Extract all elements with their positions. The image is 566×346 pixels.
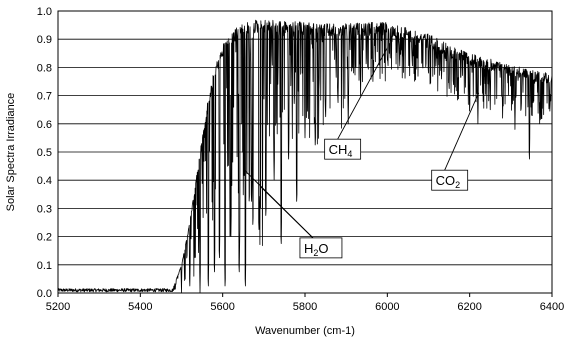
annotation-leader-line <box>259 185 314 239</box>
y-tick-label: 1.0 <box>37 6 52 18</box>
x-tick-label: 6000 <box>375 301 399 313</box>
y-tick-label: 0.7 <box>37 91 52 103</box>
annotation-label: CH4 <box>329 142 353 159</box>
x-tick-label: 5400 <box>128 301 152 313</box>
x-tick-label: 6200 <box>457 301 481 313</box>
y-tick-label: 0.8 <box>37 62 52 74</box>
plot-area <box>57 19 553 294</box>
y-tick-label: 0.0 <box>37 288 52 300</box>
x-tick-label: 6400 <box>540 301 564 313</box>
y-tick-label: 0.4 <box>37 175 52 187</box>
y-tick-label: 0.9 <box>37 34 52 46</box>
y-tick-label: 0.2 <box>37 232 52 244</box>
annotation-leader-line <box>337 47 388 140</box>
tick-labels: 0.0 0.1 0.2 0.3 0.4 0.5 0.6 0.7 0.8 0.9 1.0 5200 540… <box>37 6 565 313</box>
x-tick-label: 5200 <box>46 301 70 313</box>
spectrum-line <box>57 19 553 294</box>
x-tick-label: 5800 <box>293 301 317 313</box>
annotations: CH4 CO2 H2O <box>242 47 480 259</box>
annotation-box <box>299 237 343 259</box>
x-axis-label: Wavenumber (cm-1) <box>255 325 355 337</box>
x-tick-label: 5600 <box>210 301 234 313</box>
annotation-box <box>324 138 362 160</box>
y-tick-label: 0.6 <box>37 119 52 131</box>
annotation-leader-line <box>444 92 480 171</box>
axes <box>57 10 553 297</box>
annotation-label: H2O <box>304 241 329 258</box>
y-tick-label: 0.3 <box>37 203 52 215</box>
y-tick-label: 0.1 <box>37 260 52 272</box>
y-axis-label: Solar Spectra Irradiance <box>5 93 17 212</box>
annotation-box <box>431 169 469 191</box>
annotation-label: CO2 <box>436 173 461 190</box>
y-tick-label: 0.5 <box>37 147 52 159</box>
